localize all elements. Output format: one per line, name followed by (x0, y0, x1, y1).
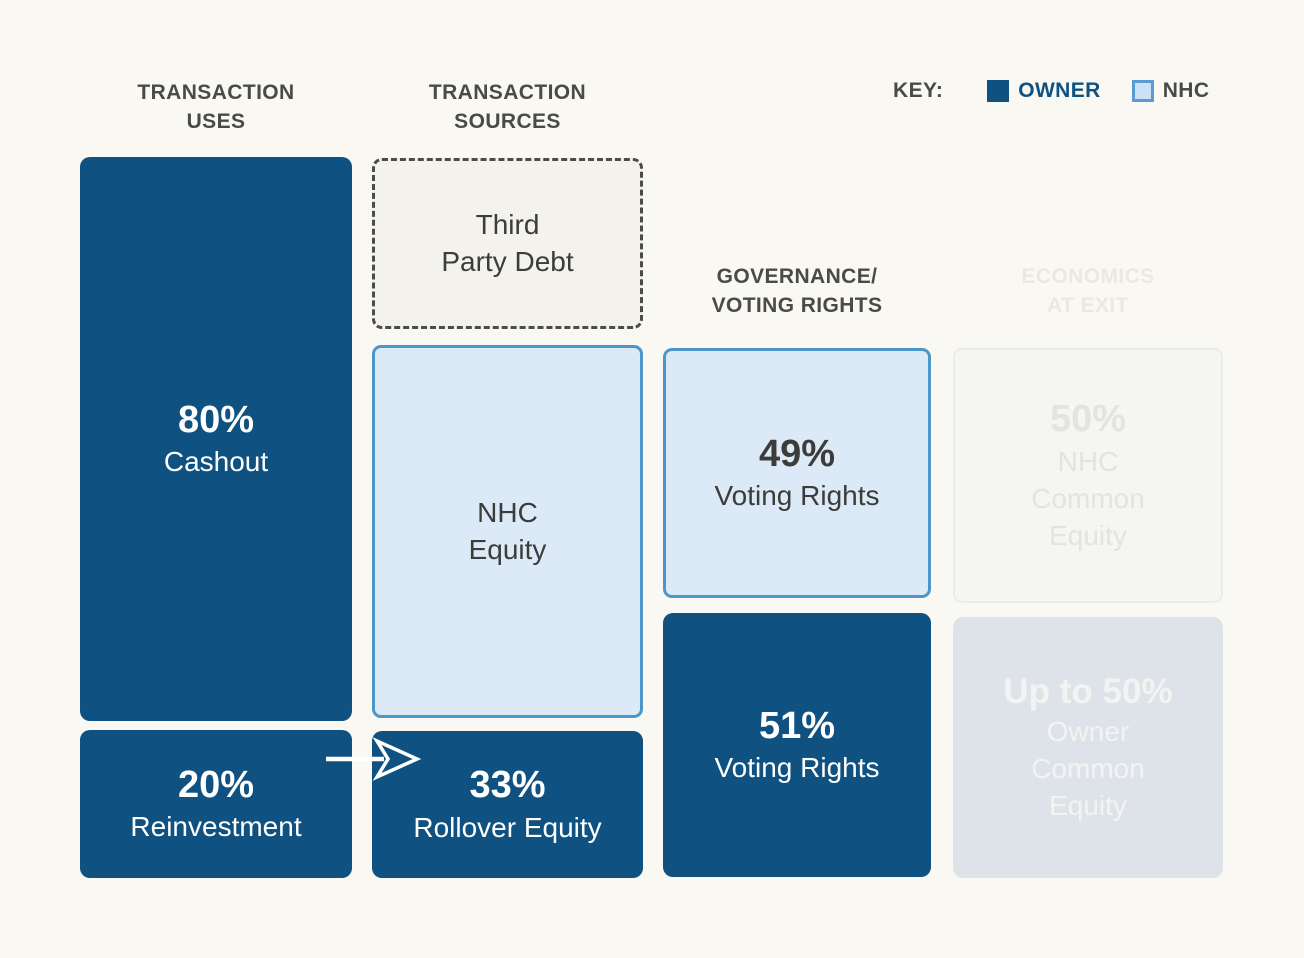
nhc-color-swatch-icon (1131, 80, 1154, 102)
owner-color-swatch-icon (987, 80, 1010, 102)
rollover-arrow-icon (326, 737, 422, 781)
box-nhc-voting-rights: 49% Voting Rights (663, 348, 931, 598)
third-party-debt-line: Party Debt (441, 245, 574, 277)
box-rollover-equity: 33% Rollover Equity (372, 731, 643, 878)
box-nhc-common-equity: 50% NHC Common Equity (953, 348, 1223, 603)
header-line: GOVERNANCE/ (716, 265, 878, 288)
nhc-voting-label: Voting Rights (714, 480, 880, 512)
owner-voting-value: 51% (758, 704, 836, 747)
rollover-label: Rollover Equity (413, 811, 602, 843)
column-header-transaction-uses: TRANSACTION USES (80, 78, 352, 136)
box-reinvestment: 20% Reinvestment (80, 730, 352, 878)
reinvestment-value: 20% (177, 763, 255, 806)
nhc-equity-line: NHC (477, 496, 538, 528)
legend-key: KEY: OWNER NHC (893, 79, 1209, 103)
header-line: TRANSACTION (428, 81, 587, 104)
owner-common-line: Common (1031, 752, 1145, 784)
third-party-debt-line: Third (475, 208, 540, 240)
owner-common-line: Equity (1049, 789, 1127, 821)
cashout-value: 80% (177, 398, 255, 441)
owner-common-value: Up to 50% (1003, 672, 1173, 712)
nhc-common-line: Common (1031, 482, 1145, 514)
box-nhc-equity: NHC Equity (372, 345, 643, 718)
header-line: VOTING RIGHTS (711, 294, 883, 317)
box-owner-voting-rights: 51% Voting Rights (663, 613, 931, 877)
key-label: KEY: (893, 79, 944, 102)
box-cashout: 80% Cashout (80, 157, 352, 721)
nhc-voting-value: 49% (758, 432, 836, 475)
cashout-label: Cashout (163, 446, 269, 478)
header-line: USES (186, 110, 246, 133)
header-line: AT EXIT (1047, 294, 1129, 317)
column-header-governance-voting-rights: GOVERNANCE/ VOTING RIGHTS (663, 262, 931, 320)
nhc-common-line: NHC (1057, 445, 1119, 477)
nhc-common-value: 50% (1049, 398, 1127, 441)
header-line: SOURCES (454, 110, 561, 133)
key-item-nhc: NHC (1131, 79, 1210, 103)
owner-common-line: Owner (1046, 715, 1130, 747)
owner-voting-label: Voting Rights (714, 752, 880, 784)
key-nhc-label: NHC (1162, 79, 1210, 102)
rollover-value: 33% (469, 764, 546, 807)
key-item-owner: OWNER (987, 79, 1132, 103)
reinvestment-label: Reinvestment (130, 811, 302, 843)
box-owner-common-equity: Up to 50% Owner Common Equity (953, 617, 1223, 878)
column-header-transaction-sources: TRANSACTION SOURCES (372, 78, 643, 136)
box-third-party-debt: Third Party Debt (372, 158, 643, 329)
header-line: TRANSACTION (137, 81, 295, 104)
column-header-economics-at-exit: ECONOMICS AT EXIT (953, 262, 1223, 320)
key-owner-label: OWNER (1018, 79, 1101, 102)
header-line: ECONOMICS (1021, 265, 1155, 288)
nhc-common-line: Equity (1049, 519, 1127, 551)
nhc-equity-line: Equity (468, 533, 547, 565)
